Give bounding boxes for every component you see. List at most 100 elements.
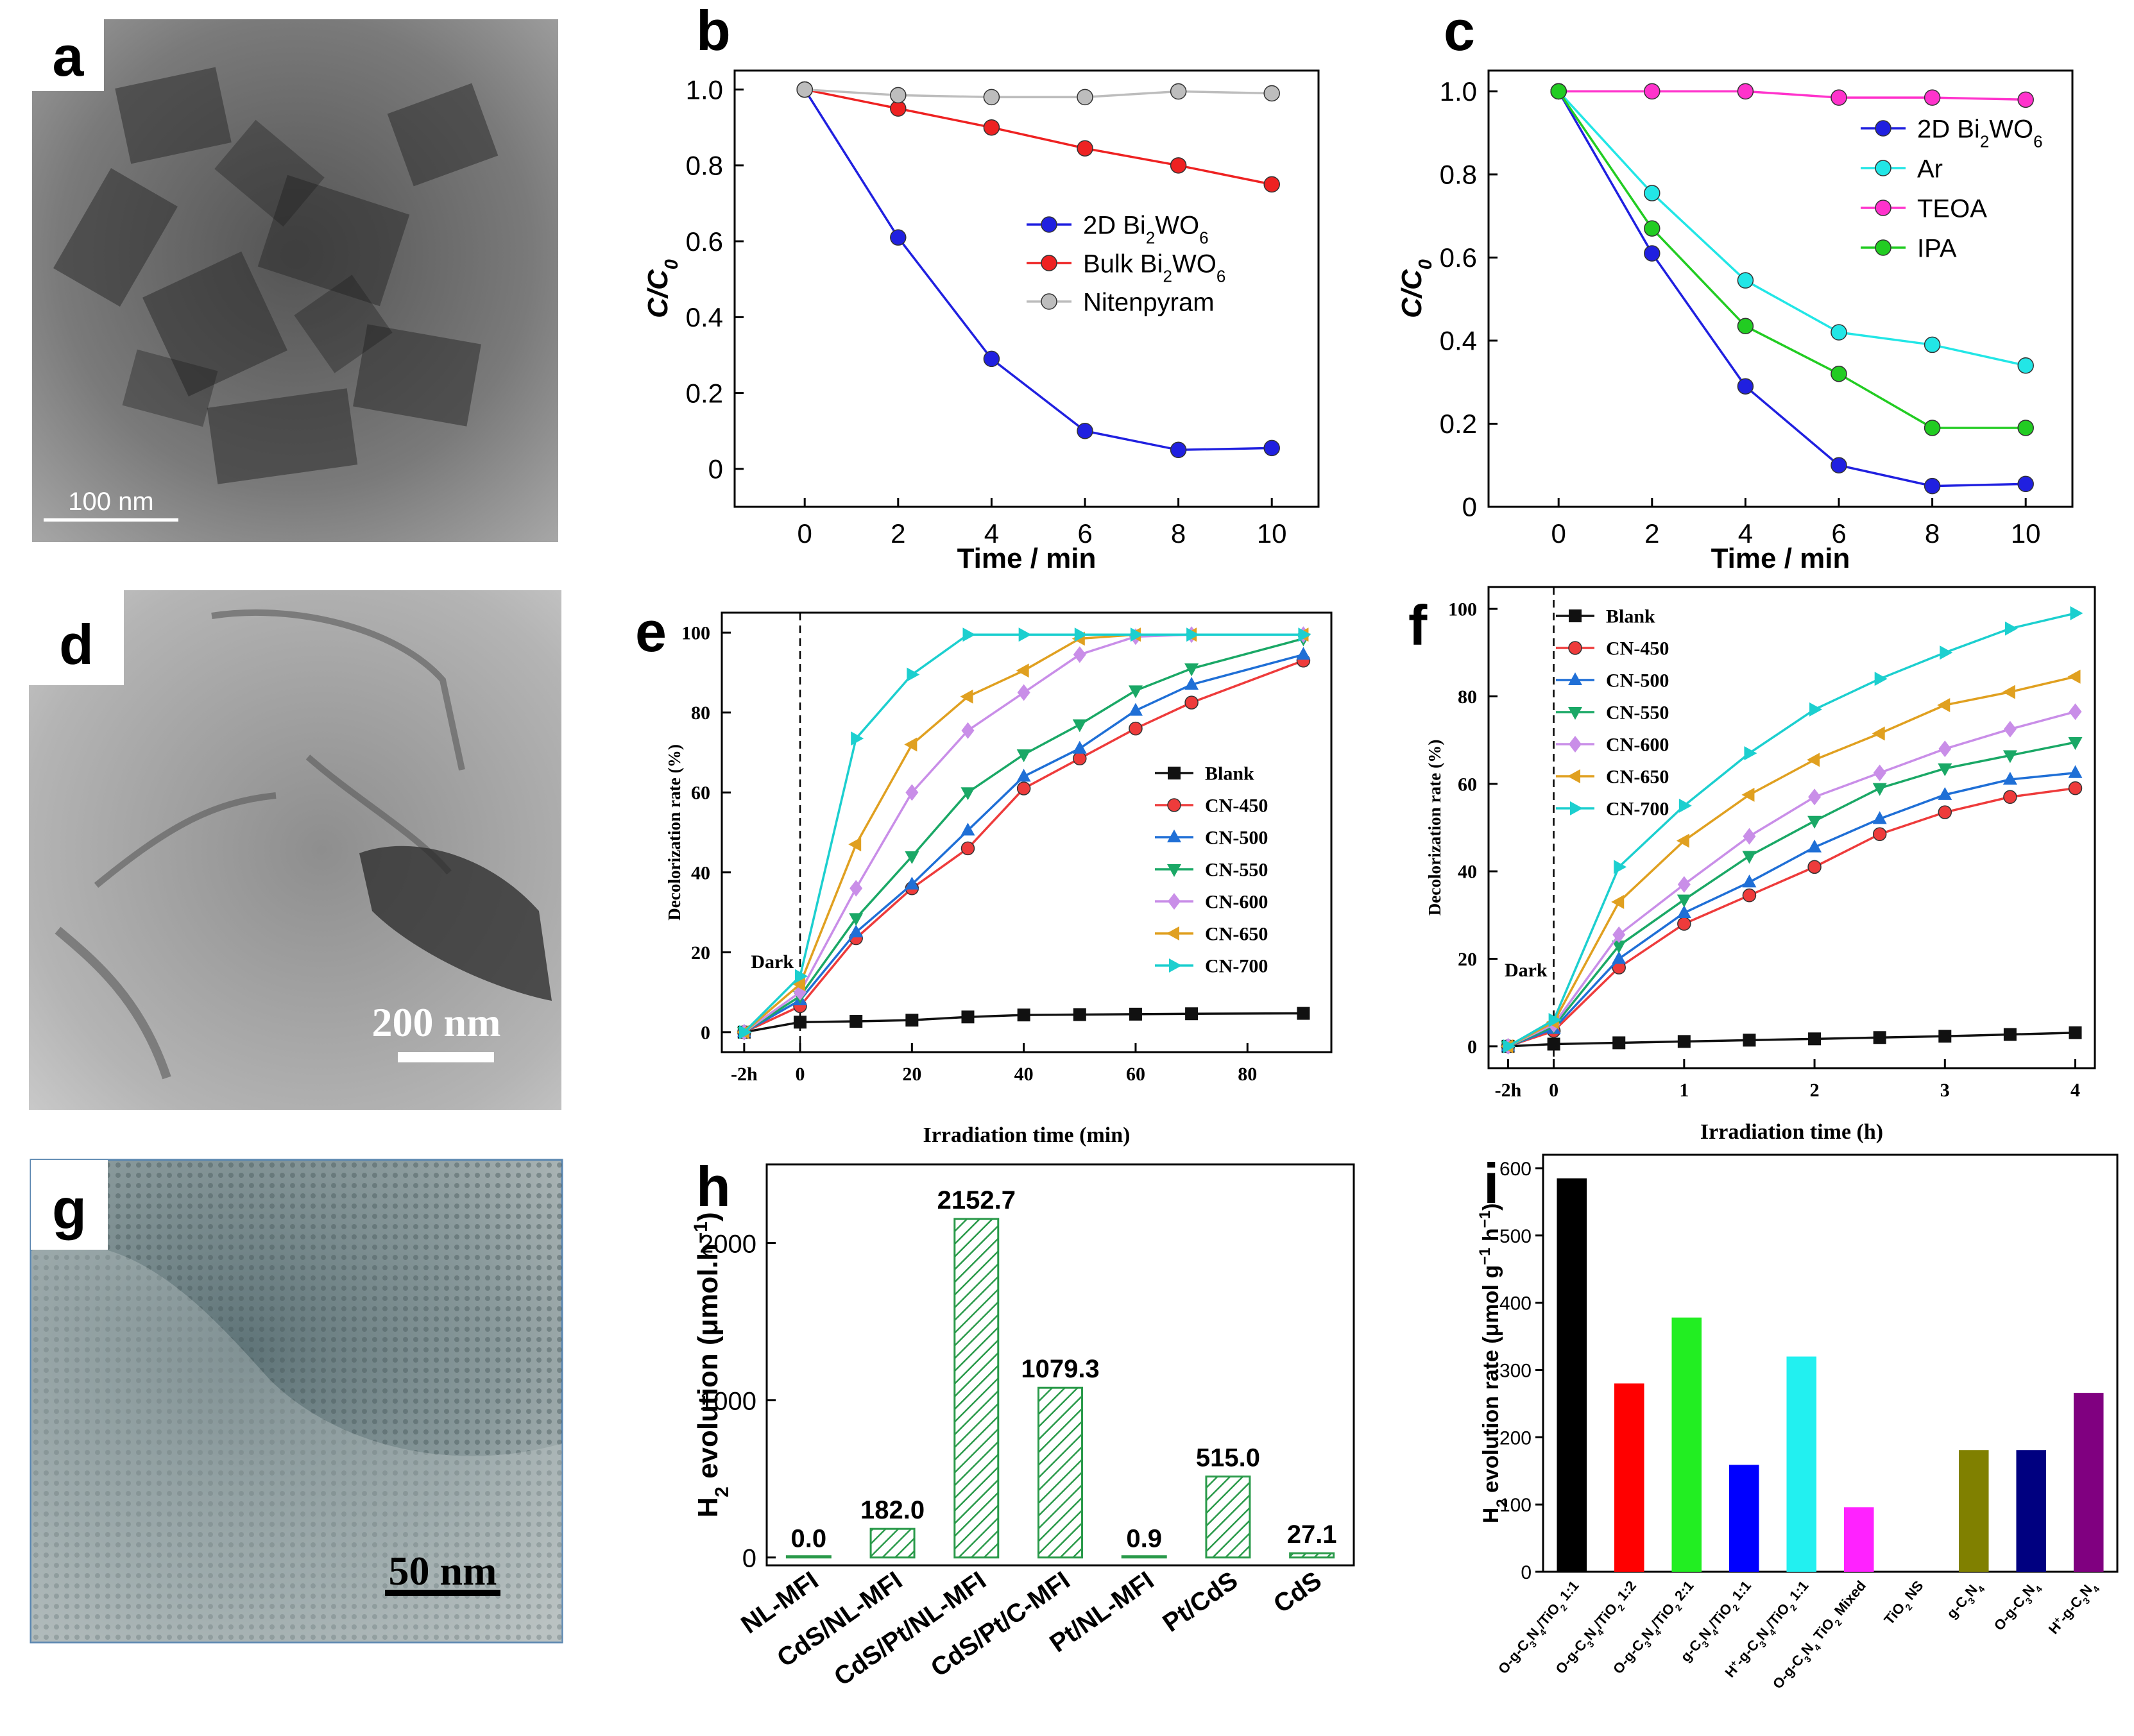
panel-a-scalebar-label: 100 nm [68, 488, 153, 516]
legend-marker [1166, 926, 1179, 940]
bar-value-label: 515.0 [1196, 1444, 1260, 1472]
y-axis-label: Decolorization rate (%) [1425, 740, 1444, 916]
bar [785, 1555, 832, 1559]
series-line [743, 653, 1304, 1034]
data-point [1677, 905, 1691, 918]
data-point [983, 350, 1000, 368]
data-point [1548, 1013, 1562, 1027]
panel-d-tem-image: d 200 nm [29, 590, 561, 1110]
data-point [1873, 764, 1886, 781]
legend-label: Ar [1917, 155, 1943, 183]
data-point [1298, 627, 1311, 642]
x-tick-label: Pt/CdS [1157, 1566, 1243, 1637]
legend-marker [1568, 707, 1582, 720]
x-tick-label: g-C3N4 [1943, 1578, 1988, 1624]
y-tick-label: 0.2 [686, 378, 723, 408]
y-tick-label: 0 [742, 1545, 756, 1573]
data-point [2017, 475, 2034, 493]
data-point [1130, 627, 1143, 642]
panel-c-letter: c [1444, 0, 1475, 62]
panel-g-letter: g [52, 1177, 87, 1241]
data-point [1129, 721, 1143, 736]
y-tick-label: 1.0 [1440, 76, 1477, 106]
legend-label: CN-500 [1205, 828, 1268, 849]
legend-marker [1570, 801, 1583, 815]
panel-a-tem-image: a 100 nm [32, 19, 558, 542]
x-tick-label: -2h [1495, 1080, 1522, 1101]
data-point [1612, 926, 1626, 944]
x-tick-label: 0 [1549, 1080, 1558, 1101]
data-point [1184, 663, 1199, 677]
series-line [1507, 741, 2076, 1048]
x-tick-label: TiO2 NS [1881, 1578, 1930, 1631]
legend-label: CN-600 [1205, 892, 1268, 913]
y-tick-label: 40 [1458, 862, 1477, 883]
legend-label: CN-450 [1205, 796, 1268, 817]
y-tick-label: 100 [1448, 599, 1477, 620]
x-tick-label: 10 [1257, 518, 1287, 549]
y-tick-label: 0.6 [686, 226, 723, 257]
x-tick-label: 10 [2011, 518, 2041, 549]
data-point [1809, 702, 1823, 717]
data-point [1938, 805, 1952, 819]
bar [1205, 1476, 1251, 1559]
data-point [849, 1015, 863, 1028]
data-point [2003, 720, 2017, 738]
y-tick-label: 0 [701, 1022, 710, 1043]
legend-label: CN-500 [1606, 670, 1669, 692]
data-point [1677, 917, 1691, 931]
y-tick-label: 0.4 [686, 302, 723, 332]
data-point [1742, 888, 1757, 903]
data-point [1170, 83, 1187, 100]
bar [2073, 1393, 2104, 1572]
y-axis-label: Decolorization rate (%) [665, 744, 684, 921]
x-tick-label: CdS/Pt/C-MFI [926, 1566, 1075, 1682]
x-tick-label: 3 [1940, 1080, 1950, 1101]
y-tick-label: 20 [691, 942, 710, 964]
panel-a-scalebar [44, 518, 178, 522]
data-point [1296, 647, 1311, 660]
data-point [1072, 740, 1087, 754]
data-point [1077, 422, 1093, 439]
legend-marker [1167, 864, 1181, 877]
legend-marker [1041, 255, 1057, 271]
data-point [1017, 684, 1030, 701]
data-point [905, 784, 919, 801]
data-point [1077, 89, 1093, 106]
x-axis-label: Irradiation time (h) [1700, 1120, 1883, 1144]
data-point [1170, 157, 1187, 174]
bar [1289, 1552, 1335, 1559]
data-point [1831, 89, 1847, 106]
data-point [2070, 606, 2083, 620]
data-point [904, 737, 918, 752]
data-point [1170, 441, 1187, 459]
x-tick-label: -2h [731, 1064, 758, 1085]
x-tick-label: H+-g-C3N4 [2045, 1578, 2103, 1640]
x-tick-label: 4 [1738, 518, 1753, 549]
bar [1614, 1383, 1644, 1572]
y-tick-label: 0.6 [1440, 243, 1477, 273]
series-line [1557, 90, 2026, 488]
data-point [1742, 851, 1757, 864]
series-line [743, 637, 1304, 1034]
bar-value-label: 0.9 [1126, 1525, 1162, 1553]
legend-marker [1167, 798, 1181, 812]
data-point [1678, 798, 1692, 813]
data-point [796, 81, 813, 98]
data-point [1938, 1030, 1952, 1043]
x-tick-label: 8 [1171, 518, 1186, 549]
chart-f: f 0 20 40 60 80 100 -2h 0 1 2 3 4 Irradiation time (… [1408, 586, 2096, 1144]
data-point [1737, 83, 1754, 100]
series-line [804, 88, 1272, 186]
bar [1121, 1555, 1167, 1559]
panel-d-scalebar [398, 1052, 494, 1062]
data-point [983, 89, 1000, 106]
x-tick-label: 20 [902, 1064, 921, 1085]
data-point [1185, 1007, 1199, 1021]
data-point [2017, 357, 2034, 374]
legend-label: Nitenpyram [1083, 289, 1215, 317]
data-point [1938, 740, 1952, 758]
series-line [1508, 1032, 2076, 1048]
bar-value-label: 2152.7 [937, 1186, 1016, 1214]
